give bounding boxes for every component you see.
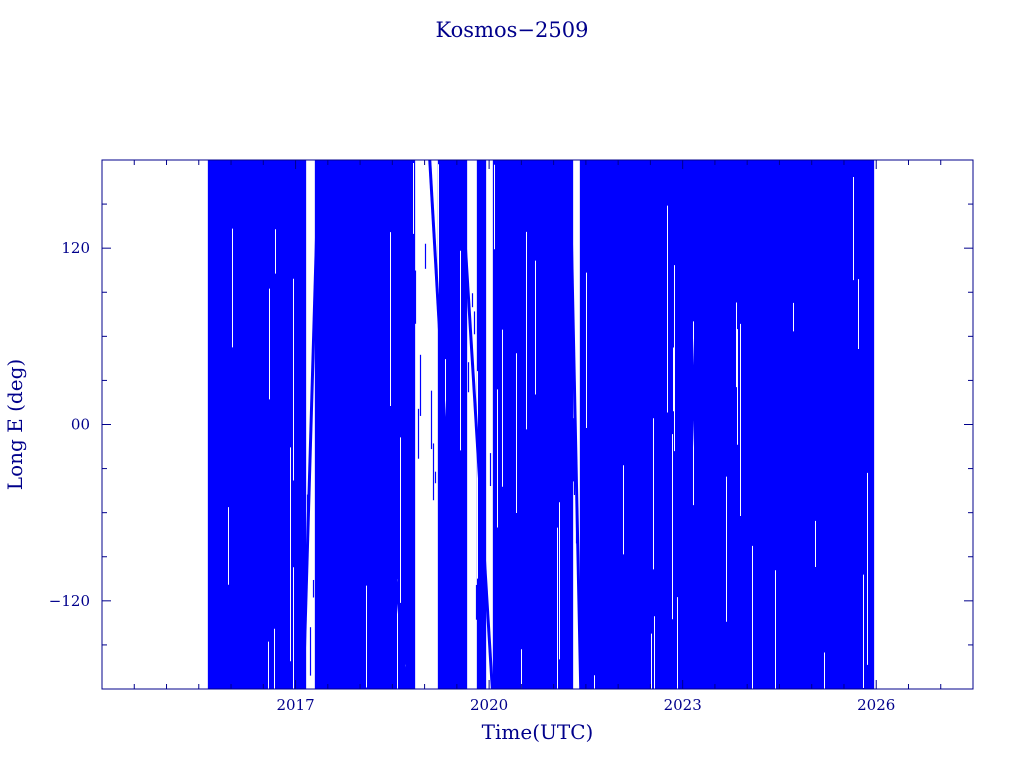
drift-track	[355, 160, 409, 689]
drift-track	[758, 160, 778, 689]
axis-ticks	[101, 159, 974, 690]
x-tick-label: 2020	[470, 696, 508, 714]
drift-track	[681, 160, 704, 689]
chart-title: Kosmos−2509	[436, 18, 589, 42]
x-tick-label: 2023	[664, 696, 702, 714]
x-tick-label: 2017	[276, 696, 314, 714]
y-axis-title: Long E (deg)	[3, 359, 27, 490]
x-tick-label: 2026	[857, 696, 895, 714]
drift-track	[301, 160, 321, 689]
y-tick-label: −120	[49, 592, 90, 610]
axis-tick-labels: 2017 2020 2023 2026 120 00 −120	[49, 239, 896, 714]
y-tick-label: 00	[71, 416, 90, 434]
y-tick-label: 120	[61, 239, 90, 257]
drift-track	[458, 160, 494, 689]
data-layer	[207, 160, 875, 689]
drift-track	[568, 160, 583, 689]
x-axis-title: Time(UTC)	[482, 720, 594, 744]
data-series	[207, 160, 875, 689]
drift-track	[428, 160, 462, 689]
